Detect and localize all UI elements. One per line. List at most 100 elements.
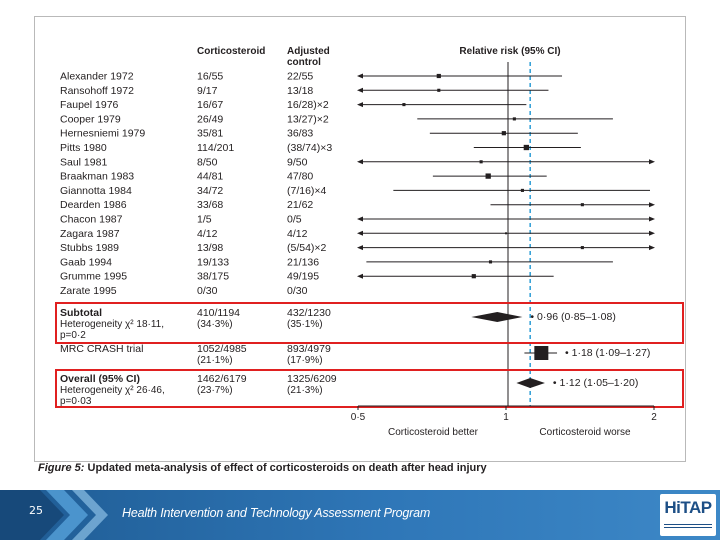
study-treatment-2: 16/67 [197,99,223,111]
study-treatment-0: 16/55 [197,71,223,83]
study-arrow-left-11 [357,230,363,236]
summary-heterogeneity-subtotal: Heterogeneity χ² 18·11, [60,319,164,330]
study-arrow-left-10 [357,216,363,222]
summary-name-crash: MRC CRASH trial [60,343,143,355]
x-tick-label-2: 2 [651,412,657,423]
study-control-13: 21/136 [287,256,319,268]
x-tick-label-1: 1 [503,412,509,423]
study-treatment-13: 19/133 [197,256,229,268]
study-name-6: Saul 1981 [60,156,107,168]
study-treatment-1: 9/17 [197,85,218,97]
study-point-4 [501,131,506,136]
study-arrow-left-6 [357,159,363,165]
study-control-7: 47/80 [287,171,313,183]
study-control-2: 16/28)×2 [287,99,329,111]
study-name-4: Hernesniemi 1979 [60,128,145,140]
study-point-6 [479,160,483,164]
summary-ci-text-overall: • 1·12 (1·05–1·20) [553,377,638,389]
study-control-10: 0/5 [287,214,302,226]
study-point-8 [520,188,524,192]
study-arrow-left-2 [357,102,363,108]
study-point-14 [471,274,476,279]
study-point-0 [436,73,441,79]
study-name-7: Braakman 1983 [60,171,134,183]
summary-control-crash: 893/4979 [287,343,331,355]
summary-control-pct-overall: (21·3%) [287,385,323,396]
study-control-1: 13/18 [287,85,313,97]
summary-control-pct-subtotal: (35·1%) [287,319,323,330]
logo-text: HiTAP [664,498,712,517]
study-point-2 [402,103,406,107]
study-control-0: 22/55 [287,71,313,83]
summary-square-crash [534,346,549,360]
highlight-box-overall [55,369,684,408]
summary-name-subtotal: Subtotal [60,307,102,319]
summary-control-subtotal: 432/1230 [287,307,331,319]
summary-treatment-crash: 1052/4985 [197,343,247,355]
study-arrow-right-11 [649,230,655,236]
x-tick-label-0: 0·5 [351,412,366,423]
study-arrow-right-12 [649,245,655,251]
study-control-6: 9/50 [287,156,308,168]
study-arrow-left-14 [357,273,363,279]
study-name-14: Grumme 1995 [60,271,127,283]
study-name-0: Alexander 1972 [60,71,134,83]
summary-control-overall: 1325/6209 [287,373,337,385]
summary-treatment-subtotal: 410/1194 [197,307,240,319]
summary-p-overall: p=0·03 [60,396,92,407]
program-name: Health Intervention and Technology Asses… [122,506,431,520]
study-point-12 [580,246,584,250]
study-control-4: 36/83 [287,128,313,140]
study-treatment-6: 8/50 [197,156,218,168]
header-relative-risk: Relative risk (95% CI) [459,46,560,57]
study-name-3: Cooper 1979 [60,113,121,125]
study-control-15: 0/30 [287,285,308,297]
study-name-5: Pitts 1980 [60,142,107,154]
study-name-13: Gaab 1994 [60,256,112,268]
study-control-3: 13/27)×2 [287,113,329,125]
study-treatment-4: 35/81 [197,128,223,140]
summary-name-overall: Overall (95% CI) [60,373,140,385]
summary-treatment-pct-crash: (21·1%) [197,355,233,366]
study-name-2: Faupel 1976 [60,99,119,111]
x-label-corticosteroid-worse: Corticosteroid worse [539,427,631,438]
study-name-1: Ransohoff 1972 [60,85,134,97]
caption-text: Updated meta-analysis of effect of corti… [87,462,487,474]
highlight-box-subtotal [55,302,684,344]
summary-treatment-pct-subtotal: (34·3%) [197,319,233,330]
study-treatment-11: 4/12 [197,228,218,240]
study-arrow-left-1 [357,87,363,93]
study-control-12: (5/54)×2 [287,242,327,254]
study-treatment-7: 44/81 [197,171,223,183]
study-point-11 [505,232,507,235]
study-point-1 [437,88,441,92]
page-number: 25 [29,504,43,517]
study-name-15: Zarate 1995 [60,285,117,297]
study-arrow-left-12 [357,245,363,251]
x-label-corticosteroid-better: Corticosteroid better [388,427,479,438]
logo-underline [664,524,712,528]
summary-ci-text-crash: • 1·18 (1·09–1·27) [565,347,650,359]
summary-control-pct-crash: (17·9%) [287,355,323,366]
figure-caption: Figure 5: Updated meta-analysis of effec… [38,462,678,474]
study-name-8: Giannotta 1984 [60,185,132,197]
study-point-5 [523,144,530,151]
study-treatment-12: 13/98 [197,242,223,254]
study-treatment-3: 26/49 [197,113,223,125]
study-arrow-right-10 [649,216,655,222]
study-arrow-left-0 [357,73,363,79]
header-adjusted-control: Adjusted [287,46,330,57]
summary-treatment-overall: 1462/6179 [197,373,247,385]
study-treatment-9: 33/68 [197,199,223,211]
study-treatment-10: 1/5 [197,214,212,226]
study-treatment-14: 38/175 [197,271,229,283]
header-corticosteroid: Corticosteroid [197,46,265,57]
study-name-11: Zagara 1987 [60,228,120,240]
study-name-10: Chacon 1987 [60,214,123,226]
study-point-9 [580,203,584,207]
hitap-logo: HiTAP [660,494,716,536]
caption-figure-label: Figure 5: [38,462,85,474]
summary-diamond-subtotal [471,312,523,322]
study-name-9: Dearden 1986 [60,199,127,211]
